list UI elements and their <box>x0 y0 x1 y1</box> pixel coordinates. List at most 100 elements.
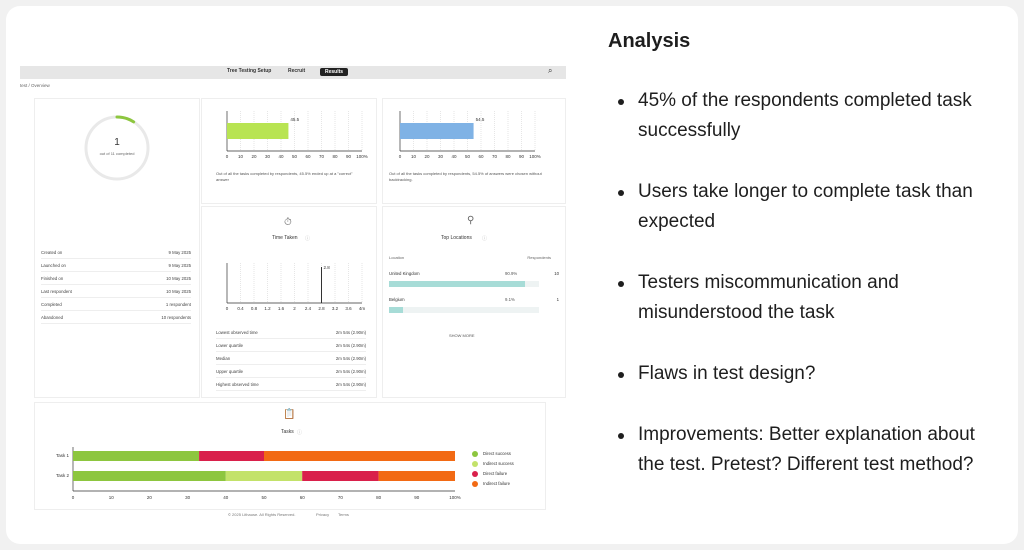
tick-label: 60 <box>478 154 484 159</box>
bar-segment <box>73 451 200 461</box>
tick-label: 20 <box>147 495 153 500</box>
bar-segment <box>378 471 455 481</box>
footer-terms-link[interactable]: Terms <box>338 512 349 517</box>
time-stat-value: 2m 54s (2.90m) <box>335 330 366 335</box>
location-bar-fill <box>389 307 403 313</box>
nav-tree-testing-setup[interactable]: Tree Testing Setup <box>227 68 272 74</box>
summary-row-value: 9 May 2025 <box>168 263 191 268</box>
value-label: 45.5 <box>290 117 299 122</box>
info-icon[interactable]: ⓘ <box>297 430 303 436</box>
bar-segment <box>302 471 379 481</box>
tick-label: 90 <box>519 154 525 159</box>
tick-label: 10 <box>411 154 417 159</box>
time-stat-value: 2m 54s (2.90m) <box>335 369 366 374</box>
location-row: Belgium 9.1% 1 <box>389 297 559 319</box>
summary-row: Launched on 9 May 2025 <box>41 260 191 272</box>
info-icon[interactable]: ⓘ <box>482 236 488 242</box>
footer-privacy-link[interactable]: Privacy <box>316 512 330 517</box>
analysis-title: Analysis <box>608 30 691 52</box>
nav-results[interactable]: Results <box>320 68 349 76</box>
success-caption: Out of all the tasks completed by respon… <box>216 171 353 182</box>
location-bar-track <box>389 307 539 313</box>
completion-ring <box>84 115 150 181</box>
tick-label: 0 <box>226 306 229 311</box>
legend-label: Indirect failure <box>483 481 510 487</box>
tick-label: 0 <box>399 154 402 159</box>
completed-number: 1 <box>114 137 120 148</box>
summary-row: Last respondent 10 May 2025 <box>41 286 191 298</box>
location-bar-fill <box>389 281 526 287</box>
top-locations-title: Top Locations <box>441 235 472 241</box>
analysis-bullets: 45% of the respondents completed task su… <box>616 86 996 511</box>
tick-label: 20 <box>251 154 257 159</box>
analysis-bullet: 45% of the respondents completed task su… <box>616 86 996 146</box>
legend-label: Direct success <box>483 451 511 457</box>
tick-label: 50 <box>465 154 471 159</box>
tick-label: 100% <box>356 154 368 159</box>
tick-label: 70 <box>338 495 344 500</box>
time-stat-row: Median 2m 54s (2.90m) <box>216 353 366 365</box>
analysis-bullet: Improvements: Better explanation about t… <box>616 420 996 480</box>
tick-label: 100% <box>529 154 541 159</box>
location-name: United Kingdom <box>389 271 420 276</box>
tick-label: 50 <box>261 495 267 500</box>
tick-label: 30 <box>185 495 191 500</box>
top-locations-card: ⚲ Top Locations ⓘ Location Respondents U… <box>382 206 566 398</box>
legend-item: Direct success <box>472 451 511 457</box>
info-icon[interactable]: ⓘ <box>305 236 311 242</box>
tick-label: 4m <box>359 306 366 311</box>
time-stat-key: Lowest observed time <box>216 330 258 335</box>
time-taken-card: ⏱ Time Taken ⓘ 0 0.4 0.8 1.2 1.6 2 2.4 2.8 3.2 3.… <box>201 206 377 398</box>
bar-segment <box>264 451 455 461</box>
time-stat-key: Highest observed time <box>216 382 259 387</box>
directness-card: 0 10 20 30 40 50 60 70 80 90 100% 54.5 Out of all t… <box>382 98 566 204</box>
summary-card: 1 out of 11 completed Created on 9 May 20… <box>34 98 200 398</box>
show-more-link[interactable]: SHOW MORE <box>449 333 475 338</box>
time-stat-row: Lower quartile 2m 54s (2.90m) <box>216 340 366 352</box>
tick-label: 60 <box>305 154 311 159</box>
tick-label: 0.4 <box>237 306 244 311</box>
tick-label: 80 <box>332 154 338 159</box>
tick-label: 10 <box>238 154 244 159</box>
time-taken-title: Time Taken <box>272 235 298 241</box>
time-taken-chart: 0 0.4 0.8 1.2 1.6 2 2.4 2.8 3.2 3.6 4m 2.8 <box>226 263 366 311</box>
location-percent: 9.1% <box>505 297 515 302</box>
summary-row-key: Finished on <box>41 276 64 281</box>
location-bar-track <box>389 281 539 287</box>
tasks-card: 📋 Tasks ⓘ 0 10 20 30 40 50 60 70 80 90 100% Task 1 T… <box>34 402 546 510</box>
tick-label: 100% <box>449 495 461 500</box>
category-label: Task 2 <box>56 473 70 478</box>
respondents-column-header: Respondents <box>527 255 551 260</box>
tasks-title: Tasks <box>281 429 294 435</box>
tick-label: 2.4 <box>305 306 312 311</box>
summary-row-key: Created on <box>41 250 63 255</box>
top-nav-bar: Tree Testing Setup Recruit Results ⌕ <box>20 66 566 79</box>
tick-label: 60 <box>300 495 306 500</box>
summary-row: Completed 1 respondent <box>41 299 191 311</box>
category-label: Task 1 <box>56 453 70 458</box>
nav-recruit[interactable]: Recruit <box>288 68 306 74</box>
summary-row-key: Launched on <box>41 263 66 268</box>
summary-row-value: 10 May 2025 <box>166 289 191 294</box>
tick-label: 0 <box>72 495 75 500</box>
value-bar <box>400 123 474 139</box>
tick-label: 40 <box>278 154 284 159</box>
location-percent: 90.9% <box>505 271 518 276</box>
results-screenshot: Tree Testing Setup Recruit Results ⌕ tes… <box>20 66 566 526</box>
legend-label: Indirect success <box>483 461 514 467</box>
time-stat-key: Upper quartile <box>216 369 243 374</box>
search-icon[interactable]: ⌕ <box>548 66 553 75</box>
tick-label: 40 <box>451 154 457 159</box>
clipboard-icon: 📋 <box>283 409 296 420</box>
tick-label: 30 <box>438 154 444 159</box>
legend-swatch <box>472 481 478 487</box>
tick-label: 3.2 <box>332 306 339 311</box>
time-stat-key: Lower quartile <box>216 343 243 348</box>
tick-label: 80 <box>376 495 382 500</box>
time-stat-value: 2m 54s (2.90m) <box>335 356 366 361</box>
summary-row: Abandoned 10 respondents <box>41 312 191 324</box>
directness-bar-chart: 0 10 20 30 40 50 60 70 80 90 100% 54.5 <box>399 111 541 159</box>
tick-label: 90 <box>414 495 420 500</box>
tick-label: 50 <box>292 154 298 159</box>
location-count: 10 <box>554 271 559 276</box>
